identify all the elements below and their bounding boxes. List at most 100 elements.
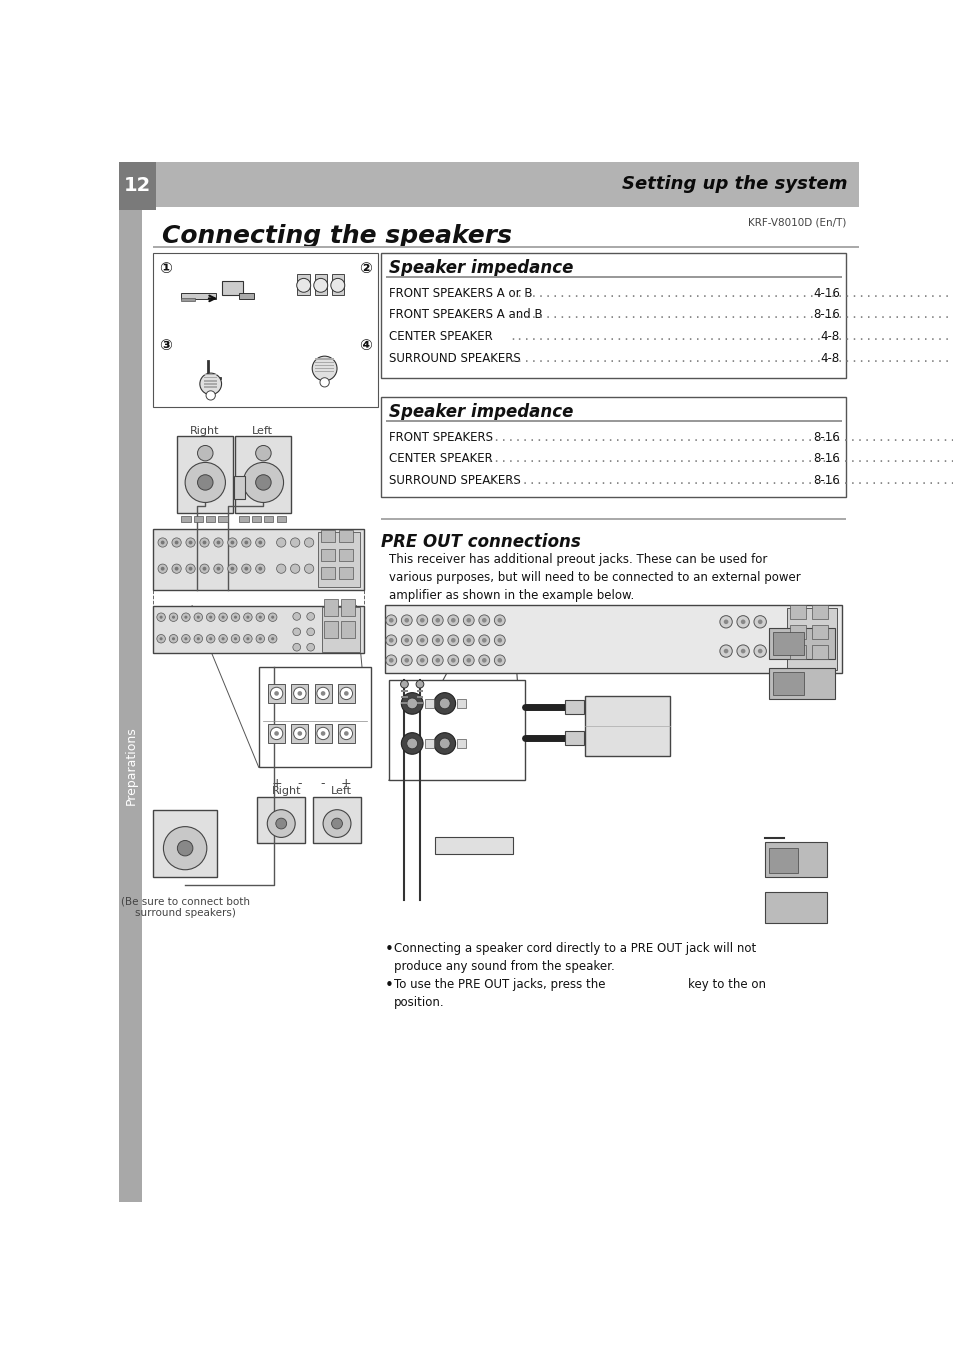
Circle shape: [209, 616, 212, 619]
Circle shape: [344, 692, 348, 696]
Text: Left: Left: [330, 786, 351, 796]
Circle shape: [481, 617, 486, 623]
Circle shape: [389, 638, 394, 643]
Circle shape: [270, 688, 282, 700]
Circle shape: [416, 681, 423, 688]
Circle shape: [447, 635, 458, 646]
Circle shape: [404, 617, 409, 623]
Circle shape: [757, 620, 761, 624]
Circle shape: [258, 616, 261, 619]
Circle shape: [439, 698, 450, 709]
Circle shape: [340, 727, 353, 739]
Bar: [204, 374, 216, 376]
Circle shape: [202, 567, 206, 570]
Bar: [314, 274, 327, 296]
Circle shape: [246, 616, 249, 619]
Bar: [764, 892, 826, 923]
Bar: [337, 724, 355, 743]
Bar: [181, 516, 191, 523]
Circle shape: [320, 692, 325, 696]
Circle shape: [159, 616, 162, 619]
Circle shape: [233, 638, 236, 640]
Circle shape: [404, 638, 409, 643]
Circle shape: [231, 567, 234, 570]
Circle shape: [291, 538, 299, 547]
Circle shape: [497, 638, 501, 643]
Text: 8-16: 8-16: [812, 308, 840, 322]
Bar: [772, 671, 802, 694]
Circle shape: [243, 462, 283, 503]
Bar: [177, 436, 233, 513]
Circle shape: [160, 567, 165, 570]
Circle shape: [293, 643, 300, 651]
Circle shape: [213, 565, 223, 573]
Circle shape: [432, 635, 443, 646]
Text: 4-8: 4-8: [820, 351, 840, 365]
Circle shape: [169, 613, 177, 621]
Circle shape: [243, 613, 252, 621]
Bar: [218, 516, 228, 523]
Circle shape: [293, 612, 300, 620]
Circle shape: [400, 681, 408, 688]
Circle shape: [497, 658, 501, 662]
Circle shape: [156, 635, 165, 643]
Bar: [584, 696, 670, 755]
Circle shape: [276, 538, 286, 547]
Circle shape: [267, 809, 294, 838]
Text: Connecting the speakers: Connecting the speakers: [162, 224, 512, 247]
Circle shape: [158, 565, 167, 573]
Bar: [323, 621, 337, 638]
Circle shape: [481, 658, 486, 662]
Circle shape: [202, 540, 206, 544]
Circle shape: [451, 617, 456, 623]
Bar: [456, 698, 466, 708]
Circle shape: [344, 731, 348, 736]
Circle shape: [172, 638, 174, 640]
Bar: [320, 567, 335, 580]
Circle shape: [389, 658, 394, 662]
Text: 8-16: 8-16: [812, 474, 840, 486]
Text: (Be sure to connect both
surround speakers): (Be sure to connect both surround speake…: [120, 897, 250, 919]
Bar: [381, 253, 845, 378]
Circle shape: [307, 643, 314, 651]
Circle shape: [243, 635, 252, 643]
Circle shape: [185, 462, 225, 503]
Circle shape: [416, 615, 427, 626]
Bar: [564, 700, 583, 715]
Circle shape: [255, 538, 265, 547]
Circle shape: [196, 616, 199, 619]
Text: +: +: [194, 528, 201, 538]
Circle shape: [307, 628, 314, 636]
Bar: [768, 667, 834, 698]
Text: ................................................................................: ........................................…: [509, 308, 953, 322]
Circle shape: [276, 565, 286, 573]
Circle shape: [385, 655, 396, 666]
Bar: [416, 703, 422, 704]
Circle shape: [435, 658, 439, 662]
Bar: [811, 644, 827, 659]
Bar: [235, 436, 291, 513]
Circle shape: [451, 638, 456, 643]
Circle shape: [241, 538, 251, 547]
Text: ④: ④: [359, 338, 372, 353]
Circle shape: [172, 565, 181, 573]
Text: +: +: [271, 777, 281, 789]
Circle shape: [186, 538, 195, 547]
Circle shape: [181, 613, 190, 621]
Circle shape: [218, 613, 227, 621]
Bar: [381, 397, 845, 497]
Bar: [204, 380, 216, 381]
Text: KRF-V8010D (En/T): KRF-V8010D (En/T): [747, 218, 845, 227]
Bar: [768, 628, 834, 659]
Bar: [204, 377, 216, 378]
Circle shape: [255, 474, 271, 490]
Circle shape: [293, 628, 300, 636]
Circle shape: [466, 638, 471, 643]
Bar: [206, 516, 215, 523]
Text: Preparations: Preparations: [124, 725, 137, 805]
Bar: [401, 703, 407, 704]
Circle shape: [159, 638, 162, 640]
Bar: [768, 848, 798, 873]
Circle shape: [463, 635, 474, 646]
Text: Right: Right: [190, 426, 219, 436]
